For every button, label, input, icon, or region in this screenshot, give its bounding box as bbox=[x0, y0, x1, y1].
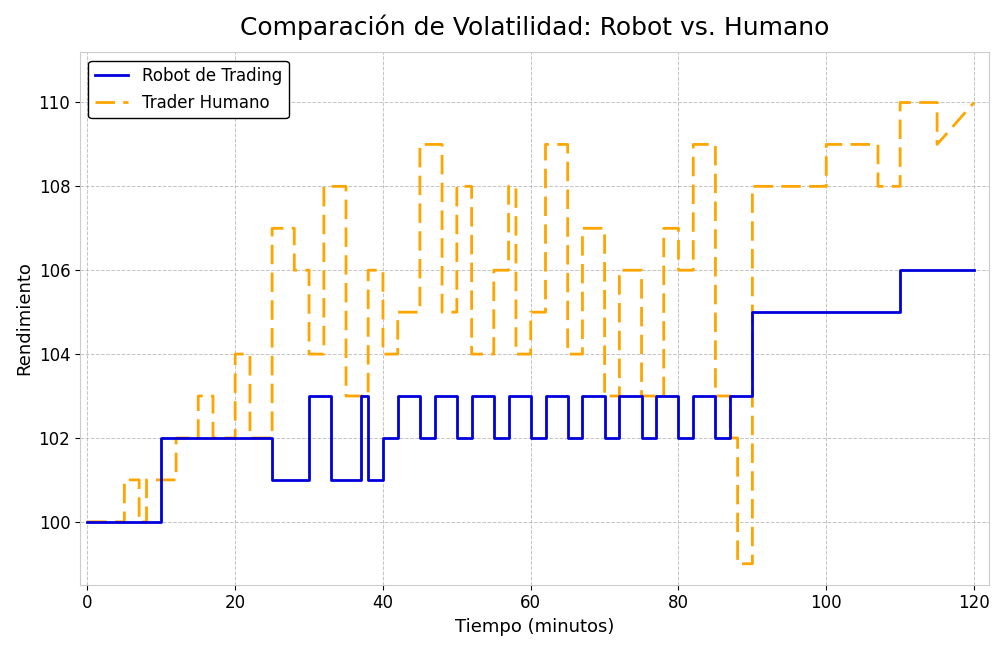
Title: Comparación de Volatilidad: Robot vs. Humano: Comparación de Volatilidad: Robot vs. Hu… bbox=[240, 15, 829, 40]
Trader Humano bbox=[894, 98, 906, 106]
Trader Humano bbox=[170, 434, 182, 442]
Robot de Trading bbox=[576, 392, 588, 400]
Trader Humano bbox=[724, 434, 736, 442]
Robot de Trading bbox=[894, 266, 906, 274]
Trader Humano bbox=[613, 266, 625, 274]
Trader Humano bbox=[746, 560, 758, 568]
Robot de Trading bbox=[502, 434, 515, 442]
Robot de Trading bbox=[598, 392, 610, 400]
Line: Trader Humano: Trader Humano bbox=[88, 102, 974, 564]
Robot de Trading bbox=[82, 518, 94, 526]
Trader Humano bbox=[931, 98, 944, 106]
Trader Humano bbox=[82, 518, 94, 526]
Robot de Trading bbox=[451, 434, 463, 442]
Legend: Robot de Trading, Trader Humano: Robot de Trading, Trader Humano bbox=[89, 61, 289, 118]
Line: Robot de Trading: Robot de Trading bbox=[88, 270, 974, 522]
Trader Humano bbox=[731, 560, 743, 568]
Trader Humano bbox=[968, 98, 980, 106]
Robot de Trading bbox=[540, 434, 552, 442]
Trader Humano bbox=[318, 350, 330, 358]
Robot de Trading bbox=[266, 476, 278, 484]
Y-axis label: Rendimiento: Rendimiento bbox=[15, 262, 33, 376]
X-axis label: Tiempo (minutos): Tiempo (minutos) bbox=[455, 618, 614, 636]
Robot de Trading bbox=[968, 266, 980, 274]
